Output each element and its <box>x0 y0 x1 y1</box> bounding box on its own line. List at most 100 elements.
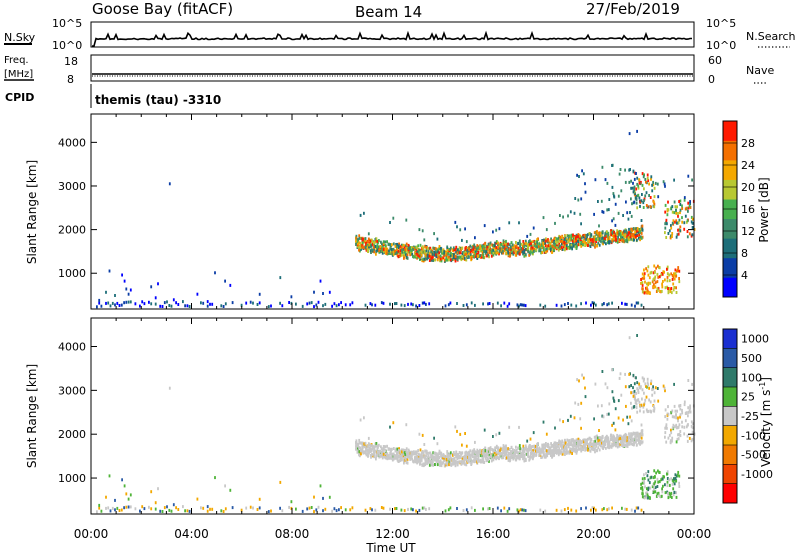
echo-cell <box>580 236 583 240</box>
velocity-colorbar-segment <box>723 387 737 407</box>
echo-cell <box>624 507 627 511</box>
echo-cell <box>647 265 650 269</box>
echo-cell <box>633 382 636 386</box>
echo-cell <box>538 447 541 451</box>
echo-cell <box>150 302 153 306</box>
echo-cell <box>514 458 517 462</box>
echo-cell <box>639 238 641 242</box>
echo-cell <box>677 212 679 215</box>
echo-cell <box>418 304 421 307</box>
echo-cell <box>624 229 627 233</box>
echo-cell <box>572 239 574 243</box>
echo-cell <box>382 248 385 252</box>
echo-cell <box>666 480 669 484</box>
echo-cell <box>374 442 377 446</box>
echo-cell <box>96 305 98 309</box>
echo-cell <box>333 302 336 306</box>
echo-cell <box>647 273 650 277</box>
echo-cell <box>530 446 532 450</box>
echo-cell <box>367 442 370 446</box>
echo-cell <box>542 248 545 252</box>
power-colorbar-segment <box>723 257 737 278</box>
echo-cell <box>605 235 608 239</box>
echo-cell <box>105 495 107 499</box>
echo-cell <box>571 247 573 251</box>
echo-cell <box>458 451 461 454</box>
echo-cell <box>670 234 672 238</box>
echo-cell <box>405 423 408 427</box>
echo-cell <box>313 510 315 514</box>
echo-cell <box>488 249 491 253</box>
echo-cell <box>577 198 580 202</box>
echo-cell <box>417 453 420 457</box>
echo-cell <box>396 455 398 459</box>
echo-cell <box>671 221 674 225</box>
echo-cell <box>658 266 661 270</box>
echo-cell <box>139 304 141 308</box>
echo-cell <box>487 453 490 456</box>
echo-cell <box>689 202 691 206</box>
echo-cell <box>510 251 513 255</box>
echo-cell <box>588 239 591 243</box>
echo-cell <box>182 300 184 304</box>
echo-cell <box>118 304 121 307</box>
echo-cell <box>684 214 687 218</box>
echo-cell <box>525 448 528 452</box>
echo-cell <box>256 303 259 306</box>
echo-cell <box>418 228 421 232</box>
echo-cell <box>402 458 405 462</box>
nave-tick-top: 60 <box>708 54 722 67</box>
echo-cell <box>623 237 625 241</box>
echo-cell <box>653 488 655 492</box>
echo-cell <box>536 244 538 248</box>
echo-cell <box>551 449 554 453</box>
echo-cell <box>532 226 535 230</box>
echo-cell <box>502 456 505 460</box>
echo-cell <box>673 490 676 494</box>
echo-cell <box>599 444 602 448</box>
echo-cell <box>599 239 602 243</box>
echo-cell <box>611 301 613 305</box>
echo-cell <box>510 246 512 250</box>
echo-cell <box>129 288 132 292</box>
echo-cell <box>559 214 561 217</box>
echo-cell <box>220 509 223 513</box>
echo-cell <box>465 450 468 454</box>
echo-cell <box>488 251 491 254</box>
echo-cell <box>401 455 404 459</box>
echo-cell <box>528 458 531 462</box>
echo-cell <box>505 245 507 248</box>
echo-cell <box>675 440 678 444</box>
echo-cell <box>667 405 669 409</box>
echo-cell <box>556 450 558 454</box>
echo-cell <box>665 218 668 222</box>
echo-cell <box>466 246 469 250</box>
echo-cell <box>645 472 647 475</box>
echo-cell <box>349 508 352 512</box>
echo-cell <box>508 425 511 429</box>
echo-cell <box>518 221 520 225</box>
echo-cell <box>587 244 589 247</box>
echo-cell <box>679 211 681 215</box>
echo-cell <box>679 430 682 433</box>
echo-cell <box>487 447 490 451</box>
echo-cell <box>628 372 631 376</box>
echo-cell <box>438 449 441 453</box>
echo-cell <box>509 251 511 255</box>
echo-cell <box>488 450 491 454</box>
echo-cell <box>500 243 502 246</box>
echo-cell <box>170 509 173 513</box>
echo-cell <box>665 236 668 239</box>
echo-cell <box>661 272 664 276</box>
echo-cell <box>658 471 661 474</box>
echo-cell <box>530 448 533 452</box>
echo-cell <box>574 243 577 247</box>
echo-cell <box>643 274 645 278</box>
echo-cell <box>580 441 583 445</box>
echo-cell <box>643 481 646 485</box>
echo-cell <box>610 435 613 439</box>
echo-cell <box>485 250 488 254</box>
echo-cell <box>645 204 648 207</box>
echo-cell <box>673 415 676 419</box>
ytick-label-1000: 1000 <box>58 472 86 485</box>
